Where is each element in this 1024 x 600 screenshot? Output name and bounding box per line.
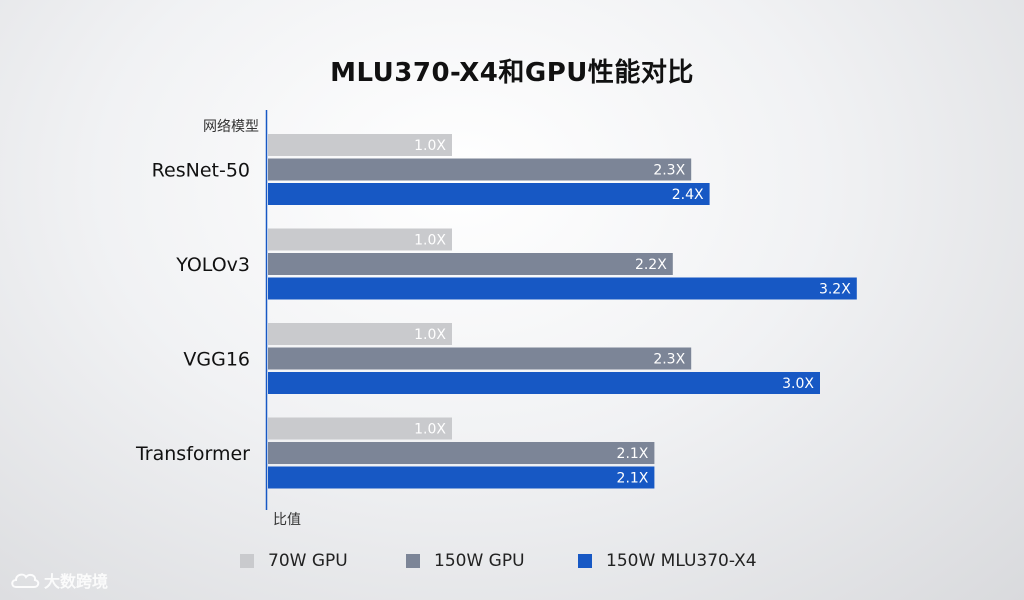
legend-swatch-150w-mlu370 — [578, 554, 592, 568]
bar-transformer-150w-mlu370-x4 — [268, 466, 655, 489]
legend-swatch-150w-gpu — [406, 554, 420, 568]
bar-value-label-resnet-50-150w-mlu370-x4: 2.4X — [672, 187, 704, 203]
bar-value-label-yolov3-150w-gpu: 2.2X — [635, 257, 667, 273]
bar-yolov3-70w-gpu — [268, 228, 452, 251]
legend-150w-mlu370: 150W MLU370-X4 — [578, 550, 757, 572]
category-label-transformer: Transformer — [135, 443, 250, 465]
bar-transformer-150w-gpu — [268, 442, 655, 464]
bar-value-label-transformer-150w-mlu370-x4: 2.1X — [617, 471, 649, 487]
legend-label-70w-gpu: 70W GPU — [268, 551, 348, 571]
bar-value-label-transformer-150w-gpu: 2.1X — [617, 446, 649, 462]
cloud-logo-icon — [11, 573, 40, 588]
category-label-vgg16: VGG16 — [183, 349, 250, 371]
bar-yolov3-150w-gpu — [268, 253, 673, 275]
bars-layer: 1.0X 2.3X 2.4X ResNet-50 1.0X 2.2X 3.2X YOLOv3 1… — [135, 134, 857, 489]
category-label-resnet-50: ResNet-50 — [152, 160, 250, 182]
bar-value-label-yolov3-150w-mlu370-x4: 3.2X — [819, 282, 851, 298]
bar-value-label-transformer-70w-gpu: 1.0X — [414, 422, 446, 438]
legend-label-150w-mlu370: 150W MLU370-X4 — [606, 551, 757, 571]
bar-yolov3-150w-mlu370-x4 — [268, 277, 857, 300]
chart-title: MLU370-X4和GPU性能对比 — [330, 58, 694, 88]
bar-resnet-50-70w-gpu — [268, 134, 452, 156]
bar-transformer-70w-gpu — [268, 417, 452, 440]
watermark-text: 大数跨境 — [44, 572, 109, 591]
bar-value-label-vgg16-150w-mlu370-x4: 3.0X — [782, 376, 814, 392]
bar-vgg16-70w-gpu — [268, 323, 452, 345]
x-axis-title: 比值 — [273, 512, 301, 528]
bar-value-label-resnet-50-70w-gpu: 1.0X — [414, 138, 446, 154]
legend-swatch-70w-gpu — [240, 554, 254, 568]
bar-resnet-50-150w-mlu370-x4 — [268, 183, 710, 205]
watermark: 大数跨境 — [10, 568, 108, 592]
category-label-yolov3: YOLOv3 — [175, 254, 250, 276]
legend-70w-gpu: 70W GPU — [240, 550, 348, 572]
legend-label-150w-gpu: 150W GPU — [434, 551, 525, 571]
y-axis-title: 网络模型 — [203, 119, 259, 135]
bar-resnet-50-150w-gpu — [268, 158, 692, 181]
bar-value-label-vgg16-70w-gpu: 1.0X — [414, 327, 446, 343]
legend-150w-gpu: 150W GPU — [406, 550, 525, 572]
bar-value-label-vgg16-150w-gpu: 2.3X — [653, 352, 685, 368]
bar-value-label-resnet-50-150w-gpu: 2.3X — [653, 163, 685, 179]
bar-value-label-yolov3-70w-gpu: 1.0X — [414, 233, 446, 249]
bar-vgg16-150w-mlu370-x4 — [268, 372, 820, 394]
bar-vgg16-150w-gpu — [268, 347, 692, 370]
